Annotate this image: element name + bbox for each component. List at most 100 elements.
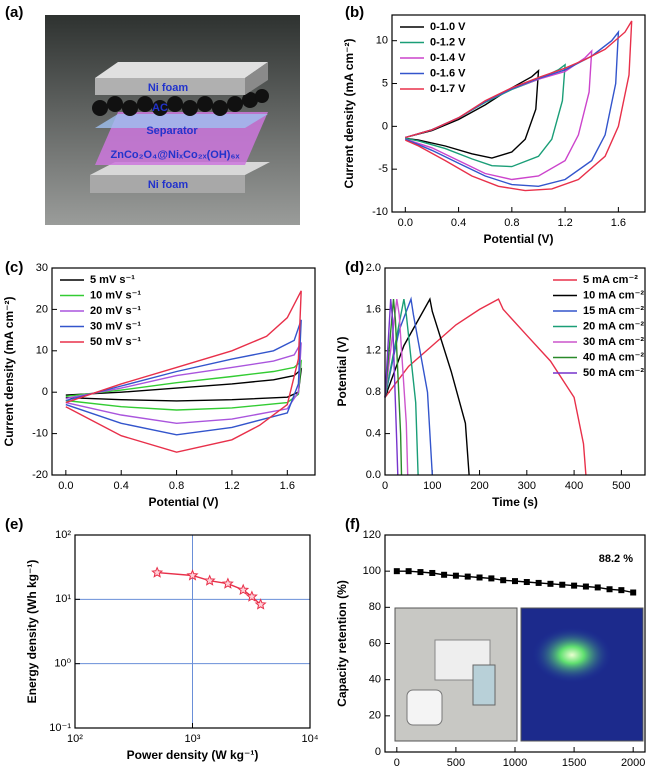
y-tick-label: 10⁰	[54, 658, 71, 670]
y-tick-label: 10¹	[55, 593, 71, 605]
square-marker	[429, 569, 436, 576]
y-tick-label: 100	[363, 565, 381, 577]
x-tick-label: 1.6	[280, 480, 295, 492]
y-tick-label: 0.8	[366, 386, 381, 398]
y-tick-label: 40	[369, 674, 381, 686]
led-glow	[532, 627, 612, 683]
legend-label: 0-1.0 V	[430, 21, 466, 33]
plot-frame	[74, 534, 311, 729]
panel: (e) 10² 10³ 10⁴ 10⁻¹ 10⁰ 10¹ 10² Power density (…	[5, 516, 319, 762]
legend-label: 20 mV s⁻¹	[90, 305, 141, 317]
layer-label: Separator	[146, 125, 198, 137]
plot-frame	[391, 14, 646, 213]
legend-label: 10 mV s⁻¹	[90, 289, 141, 301]
y-tick-label: 10	[36, 345, 48, 357]
top-plate-side	[245, 62, 268, 95]
square-marker	[441, 571, 448, 578]
x-tick-label: 1.6	[611, 217, 626, 229]
bottom-plate-top	[90, 162, 270, 175]
layer-label: AC	[152, 102, 168, 114]
y-axis-title: Potential (V)	[335, 336, 349, 406]
x-tick-label: 0	[394, 757, 400, 769]
legend-label: 0-1.2 V	[430, 36, 466, 48]
star-marker	[203, 574, 216, 586]
x-axis-title: Potential (V)	[148, 495, 218, 509]
y-axis-title: Current density (mA cm⁻²)	[342, 39, 356, 189]
series-line	[405, 20, 633, 192]
square-marker	[630, 589, 637, 596]
y-tick-label: 10⁻¹	[49, 722, 71, 734]
series-line	[384, 299, 403, 476]
star-marker	[254, 598, 267, 610]
square-marker	[523, 579, 530, 586]
x-tick-label: 200	[470, 480, 488, 492]
x-tick-label: 1.2	[557, 217, 572, 229]
plot-frame	[51, 267, 316, 476]
x-tick-label: 100	[423, 480, 441, 492]
panel-label: (e)	[5, 516, 23, 533]
x-tick-label: 10²	[67, 733, 83, 745]
y-tick-label: 0	[375, 746, 381, 758]
legend-label: 0-1.7 V	[430, 83, 466, 95]
square-marker	[606, 586, 613, 593]
layer-label: ZnCo₂O₄@NiₓCo₂ₓ(OH)₆ₓ	[111, 149, 241, 161]
series-line	[405, 29, 620, 188]
series-line	[384, 297, 470, 476]
star-marker	[186, 569, 199, 581]
legend-label: 30 mA cm⁻²	[583, 336, 644, 348]
square-marker	[488, 575, 495, 582]
y-tick-label: 120	[363, 529, 381, 541]
x-tick-label: 0.8	[504, 217, 519, 229]
series-line	[65, 290, 302, 453]
y-tick-label: 1.2	[366, 345, 381, 357]
annotation: 88.2 %	[599, 553, 633, 565]
y-tick-label: 20	[369, 710, 381, 722]
x-tick-label: 500	[447, 757, 465, 769]
panel-label: (b)	[345, 4, 364, 21]
legend-label: 0-1.6 V	[430, 67, 466, 79]
y-axis-title: Capacity retention (%)	[335, 580, 349, 707]
x-tick-label: 0.0	[398, 217, 413, 229]
square-marker	[417, 569, 424, 576]
panel: (d) 0 100 200 300 400 500 0.0 0.4 0.8 1.2 1.6 2.0 Tim…	[335, 259, 646, 509]
y-tick-label: 10	[376, 35, 388, 47]
legend-label: 40 mA cm⁻²	[583, 351, 644, 363]
y-axis-title: Current density (mA cm⁻²)	[2, 297, 16, 447]
x-tick-label: 400	[565, 480, 583, 492]
square-marker	[571, 582, 578, 589]
y-tick-label: 30	[36, 262, 48, 274]
cell	[472, 664, 496, 706]
x-tick-label: 0	[382, 480, 388, 492]
y-tick-label: -10	[32, 428, 48, 440]
x-tick-label: 1000	[503, 757, 527, 769]
panel: (f)0500100015002000020406080100120Cycle …	[335, 516, 646, 773]
x-axis-title: Power density (W kg⁻¹)	[127, 748, 259, 762]
panel-label: (a)	[5, 4, 23, 21]
star-marker	[221, 577, 234, 589]
bottom-plate	[90, 175, 245, 193]
x-tick-label: 1.2	[224, 480, 239, 492]
separator	[95, 114, 268, 128]
square-marker	[618, 587, 625, 594]
y-tick-label: -10	[372, 206, 388, 218]
legend-label: 0-1.4 V	[430, 52, 466, 64]
y-tick-label: 0	[42, 386, 48, 398]
y-tick-label: 0.4	[366, 428, 381, 440]
y-tick-label: 60	[369, 637, 381, 649]
x-tick-label: 10⁴	[302, 733, 319, 745]
top-plate	[95, 78, 245, 95]
x-tick-label: 1500	[562, 757, 586, 769]
series-line	[384, 298, 587, 476]
y-tick-label: -20	[32, 469, 48, 481]
x-tick-label: 0.8	[169, 480, 184, 492]
x-tick-label: 0.4	[451, 217, 466, 229]
series-line	[384, 299, 399, 476]
y-tick-label: 10²	[55, 529, 71, 541]
square-marker	[547, 580, 554, 587]
y-tick-label: 0.0	[366, 469, 381, 481]
square-marker	[452, 572, 459, 579]
x-tick-label: 0.4	[114, 480, 129, 492]
ac-spheres	[92, 89, 269, 116]
series-line	[65, 359, 303, 411]
